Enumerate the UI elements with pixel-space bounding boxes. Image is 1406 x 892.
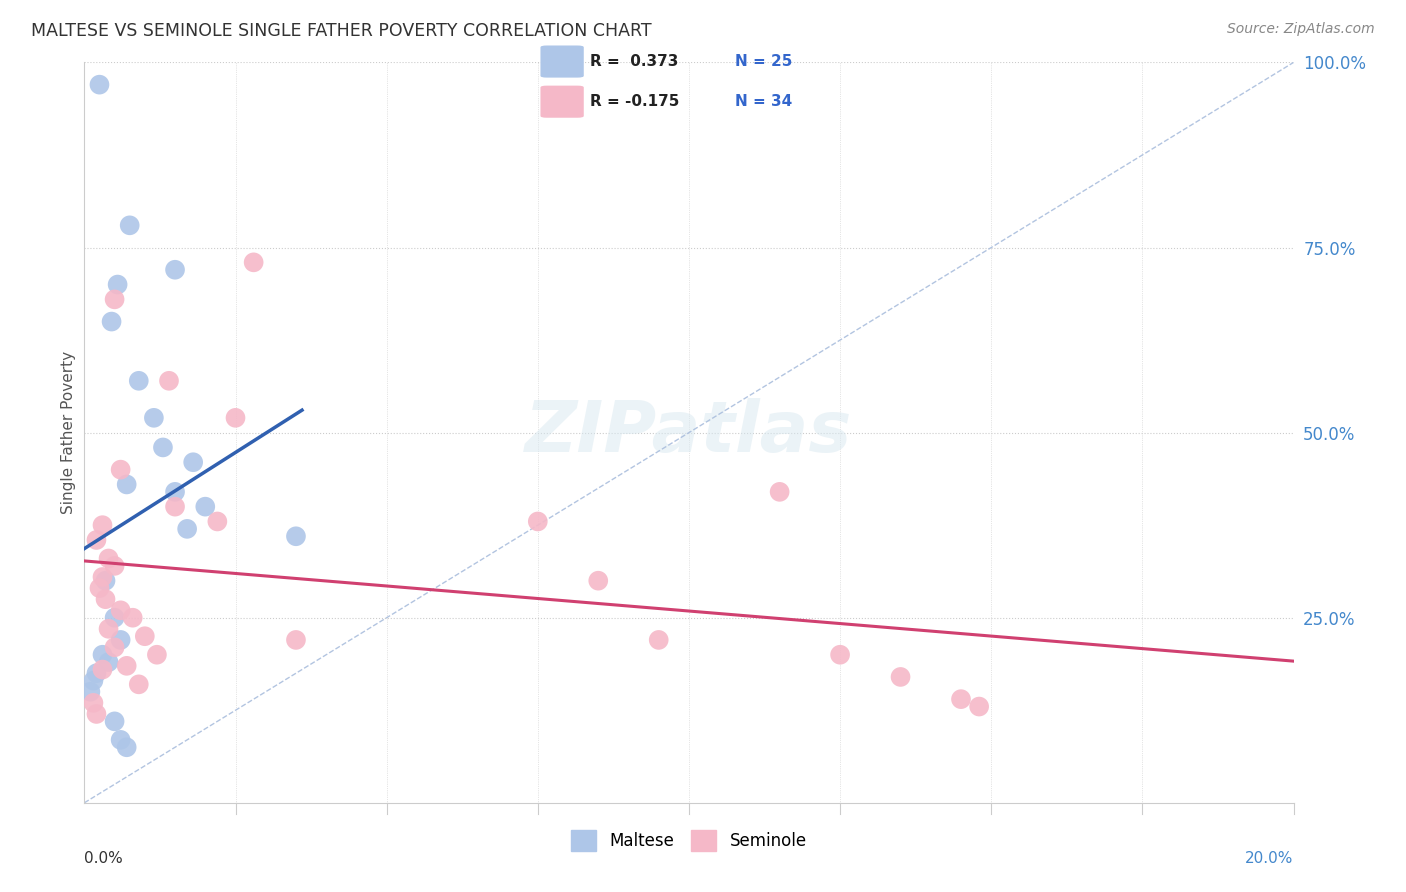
Point [110,632,132,647]
Point [128,374,150,388]
Point [115,658,138,673]
Point [86,666,108,681]
Point [769,484,792,499]
Point [967,699,990,714]
Point [86,533,108,547]
Point [225,410,247,425]
Point [104,293,127,307]
Point [104,640,127,655]
Point [94,574,117,588]
Text: ZIPatlas: ZIPatlas [526,398,852,467]
Point [104,558,127,573]
Point [91,518,114,533]
Point [285,632,308,647]
Point [121,610,143,624]
Text: N = 25: N = 25 [735,54,793,69]
Point [152,441,174,455]
Point [79,685,101,699]
Point [104,714,127,729]
Point [207,515,229,529]
Point [89,78,111,92]
Point [100,314,122,328]
Point [128,677,150,691]
Text: MALTESE VS SEMINOLE SINGLE FATHER POVERTY CORRELATION CHART: MALTESE VS SEMINOLE SINGLE FATHER POVERT… [31,22,651,40]
Point [648,632,671,647]
Point [110,462,132,476]
Point [91,663,114,677]
Point [89,581,111,595]
Point [142,410,165,425]
Point [890,670,912,684]
Point [285,529,308,543]
Point [110,732,132,747]
Legend: Maltese, Seminole: Maltese, Seminole [565,823,813,857]
Point [950,692,973,706]
Point [97,655,120,669]
Point [181,455,204,469]
Point [97,622,120,636]
FancyBboxPatch shape [540,45,583,78]
Point [830,648,852,662]
Point [115,477,138,491]
Point [115,740,138,755]
Point [194,500,217,514]
Point [165,262,187,277]
Point [165,500,187,514]
Point [86,706,108,721]
Text: R =  0.373: R = 0.373 [591,54,678,69]
Point [82,673,104,688]
Text: 0.0%: 0.0% [84,851,124,866]
Point [110,603,132,617]
Point [118,219,141,233]
Point [146,648,169,662]
Text: N = 34: N = 34 [735,95,793,109]
Point [82,696,104,710]
FancyBboxPatch shape [540,86,583,118]
Point [242,255,264,269]
Point [94,592,117,607]
Point [107,277,129,292]
Point [527,515,550,529]
Point [588,574,610,588]
Text: R = -0.175: R = -0.175 [591,95,679,109]
Point [104,610,127,624]
Point [97,551,120,566]
Point [91,648,114,662]
Point [157,374,180,388]
Text: Source: ZipAtlas.com: Source: ZipAtlas.com [1227,22,1375,37]
Text: 20.0%: 20.0% [1246,851,1294,866]
Point [165,484,187,499]
Point [176,522,198,536]
Point [134,629,156,643]
Y-axis label: Single Father Poverty: Single Father Poverty [60,351,76,514]
Point [91,570,114,584]
